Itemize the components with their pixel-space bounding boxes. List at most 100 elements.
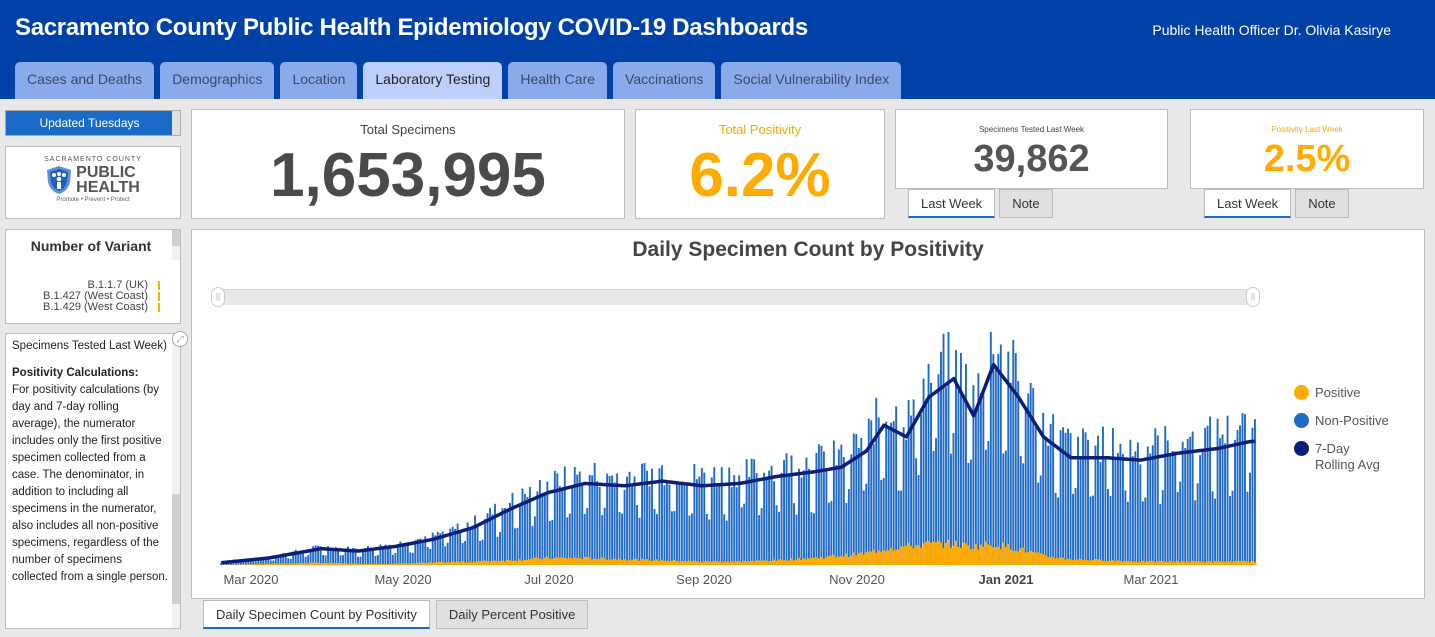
bar-non-positive[interactable] xyxy=(910,415,913,565)
bar-non-positive[interactable] xyxy=(1012,340,1015,565)
bar-non-positive[interactable] xyxy=(566,517,569,565)
bar-positive[interactable] xyxy=(830,555,833,565)
bar-non-positive[interactable] xyxy=(626,476,629,565)
bar-non-positive[interactable] xyxy=(292,551,295,565)
bar-non-positive[interactable] xyxy=(974,409,977,565)
bar-positive[interactable] xyxy=(815,557,818,565)
bar-positive[interactable] xyxy=(740,562,744,565)
bar-non-positive[interactable] xyxy=(1209,416,1212,565)
bar-positive[interactable] xyxy=(454,562,457,565)
bar-non-positive[interactable] xyxy=(955,350,957,565)
bar-positive[interactable] xyxy=(957,546,960,565)
bar-non-positive[interactable] xyxy=(312,546,315,565)
bar-positive[interactable] xyxy=(601,557,604,565)
bar-positive[interactable] xyxy=(925,541,928,565)
bar-positive[interactable] xyxy=(773,559,776,565)
note-scrollbar[interactable] xyxy=(172,334,180,628)
bar-non-positive[interactable] xyxy=(257,557,260,565)
bar-positive[interactable] xyxy=(543,557,547,565)
bar-non-positive[interactable] xyxy=(449,528,452,565)
bar-non-positive[interactable] xyxy=(234,562,237,565)
bar-positive[interactable] xyxy=(401,563,405,565)
bar-non-positive[interactable] xyxy=(840,444,843,565)
tab-social-vulnerability-index[interactable]: Social Vulnerability Index xyxy=(721,62,902,99)
bar-non-positive[interactable] xyxy=(1194,500,1197,565)
bar-non-positive[interactable] xyxy=(386,545,389,565)
bar-non-positive[interactable] xyxy=(464,541,467,565)
bar-non-positive[interactable] xyxy=(882,478,885,565)
bar-non-positive[interactable] xyxy=(1049,423,1052,565)
bar-positive[interactable] xyxy=(274,563,278,565)
bar-positive[interactable] xyxy=(456,561,460,565)
bar-non-positive[interactable] xyxy=(573,467,576,565)
bar-non-positive[interactable] xyxy=(431,532,434,565)
bar-positive[interactable] xyxy=(1179,562,1182,565)
bar-positive[interactable] xyxy=(653,560,657,565)
bar-non-positive[interactable] xyxy=(633,476,636,565)
bar-positive[interactable] xyxy=(501,560,505,565)
bar-positive[interactable] xyxy=(942,548,946,565)
bar-non-positive[interactable] xyxy=(404,544,407,565)
bar-non-positive[interactable] xyxy=(317,545,320,565)
bar-non-positive[interactable] xyxy=(302,550,305,565)
bar-non-positive[interactable] xyxy=(793,503,795,565)
bar-positive[interactable] xyxy=(780,559,784,565)
bar-positive[interactable] xyxy=(1224,561,1227,565)
bar-positive[interactable] xyxy=(1249,562,1252,565)
bar-positive[interactable] xyxy=(1099,559,1103,565)
bar-non-positive[interactable] xyxy=(309,549,312,565)
bar-non-positive[interactable] xyxy=(1206,425,1209,565)
bar-positive[interactable] xyxy=(648,560,652,565)
bar-positive[interactable] xyxy=(708,561,711,565)
bar-positive[interactable] xyxy=(618,558,622,565)
bar-non-positive[interactable] xyxy=(1064,432,1067,565)
bar-positive[interactable] xyxy=(526,559,529,565)
bar-positive[interactable] xyxy=(284,563,288,565)
bar-non-positive[interactable] xyxy=(698,476,701,565)
bar-non-positive[interactable] xyxy=(396,544,399,565)
bar-non-positive[interactable] xyxy=(713,467,716,565)
bar-non-positive[interactable] xyxy=(808,468,810,565)
bar-positive[interactable] xyxy=(835,557,838,565)
bar-positive[interactable] xyxy=(369,564,372,565)
bar-non-positive[interactable] xyxy=(967,462,970,565)
bar-non-positive[interactable] xyxy=(987,441,990,565)
bar-positive[interactable] xyxy=(439,561,442,565)
bar-non-positive[interactable] xyxy=(932,450,935,565)
bar-non-positive[interactable] xyxy=(997,353,1000,565)
bar-positive[interactable] xyxy=(449,562,452,565)
bar-positive[interactable] xyxy=(376,563,380,565)
bar-positive[interactable] xyxy=(730,561,734,565)
bar-positive[interactable] xyxy=(394,563,397,565)
bar-positive[interactable] xyxy=(1221,561,1225,565)
bar-non-positive[interactable] xyxy=(857,447,860,565)
bar-non-positive[interactable] xyxy=(663,485,666,565)
bar-non-positive[interactable] xyxy=(969,459,972,565)
bar-positive[interactable] xyxy=(1034,552,1038,565)
bar-positive[interactable] xyxy=(499,561,502,565)
bar-non-positive[interactable] xyxy=(835,465,838,565)
bar-positive[interactable] xyxy=(1044,555,1048,565)
bar-positive[interactable] xyxy=(436,562,440,565)
bar-positive[interactable] xyxy=(506,559,510,565)
bar-positive[interactable] xyxy=(651,560,654,565)
bar-non-positive[interactable] xyxy=(1204,427,1207,565)
bar-non-positive[interactable] xyxy=(788,475,790,565)
bar-non-positive[interactable] xyxy=(693,463,696,565)
bar-non-positive[interactable] xyxy=(486,513,489,565)
bar-positive[interactable] xyxy=(1057,558,1060,565)
bar-non-positive[interactable] xyxy=(646,470,648,565)
bar-positive[interactable] xyxy=(1114,560,1117,565)
bar-positive[interactable] xyxy=(897,549,901,565)
bar-non-positive[interactable] xyxy=(675,484,678,565)
bar-positive[interactable] xyxy=(1161,561,1165,565)
bar-non-positive[interactable] xyxy=(528,487,531,565)
bar-non-positive[interactable] xyxy=(830,500,833,565)
bar-positive[interactable] xyxy=(967,545,970,565)
bar-non-positive[interactable] xyxy=(509,502,511,565)
bar-positive[interactable] xyxy=(927,540,931,565)
bar-positive[interactable] xyxy=(1089,560,1093,565)
bar-positive[interactable] xyxy=(1009,549,1013,565)
bar-non-positive[interactable] xyxy=(484,519,486,565)
bar-positive[interactable] xyxy=(1194,561,1197,565)
